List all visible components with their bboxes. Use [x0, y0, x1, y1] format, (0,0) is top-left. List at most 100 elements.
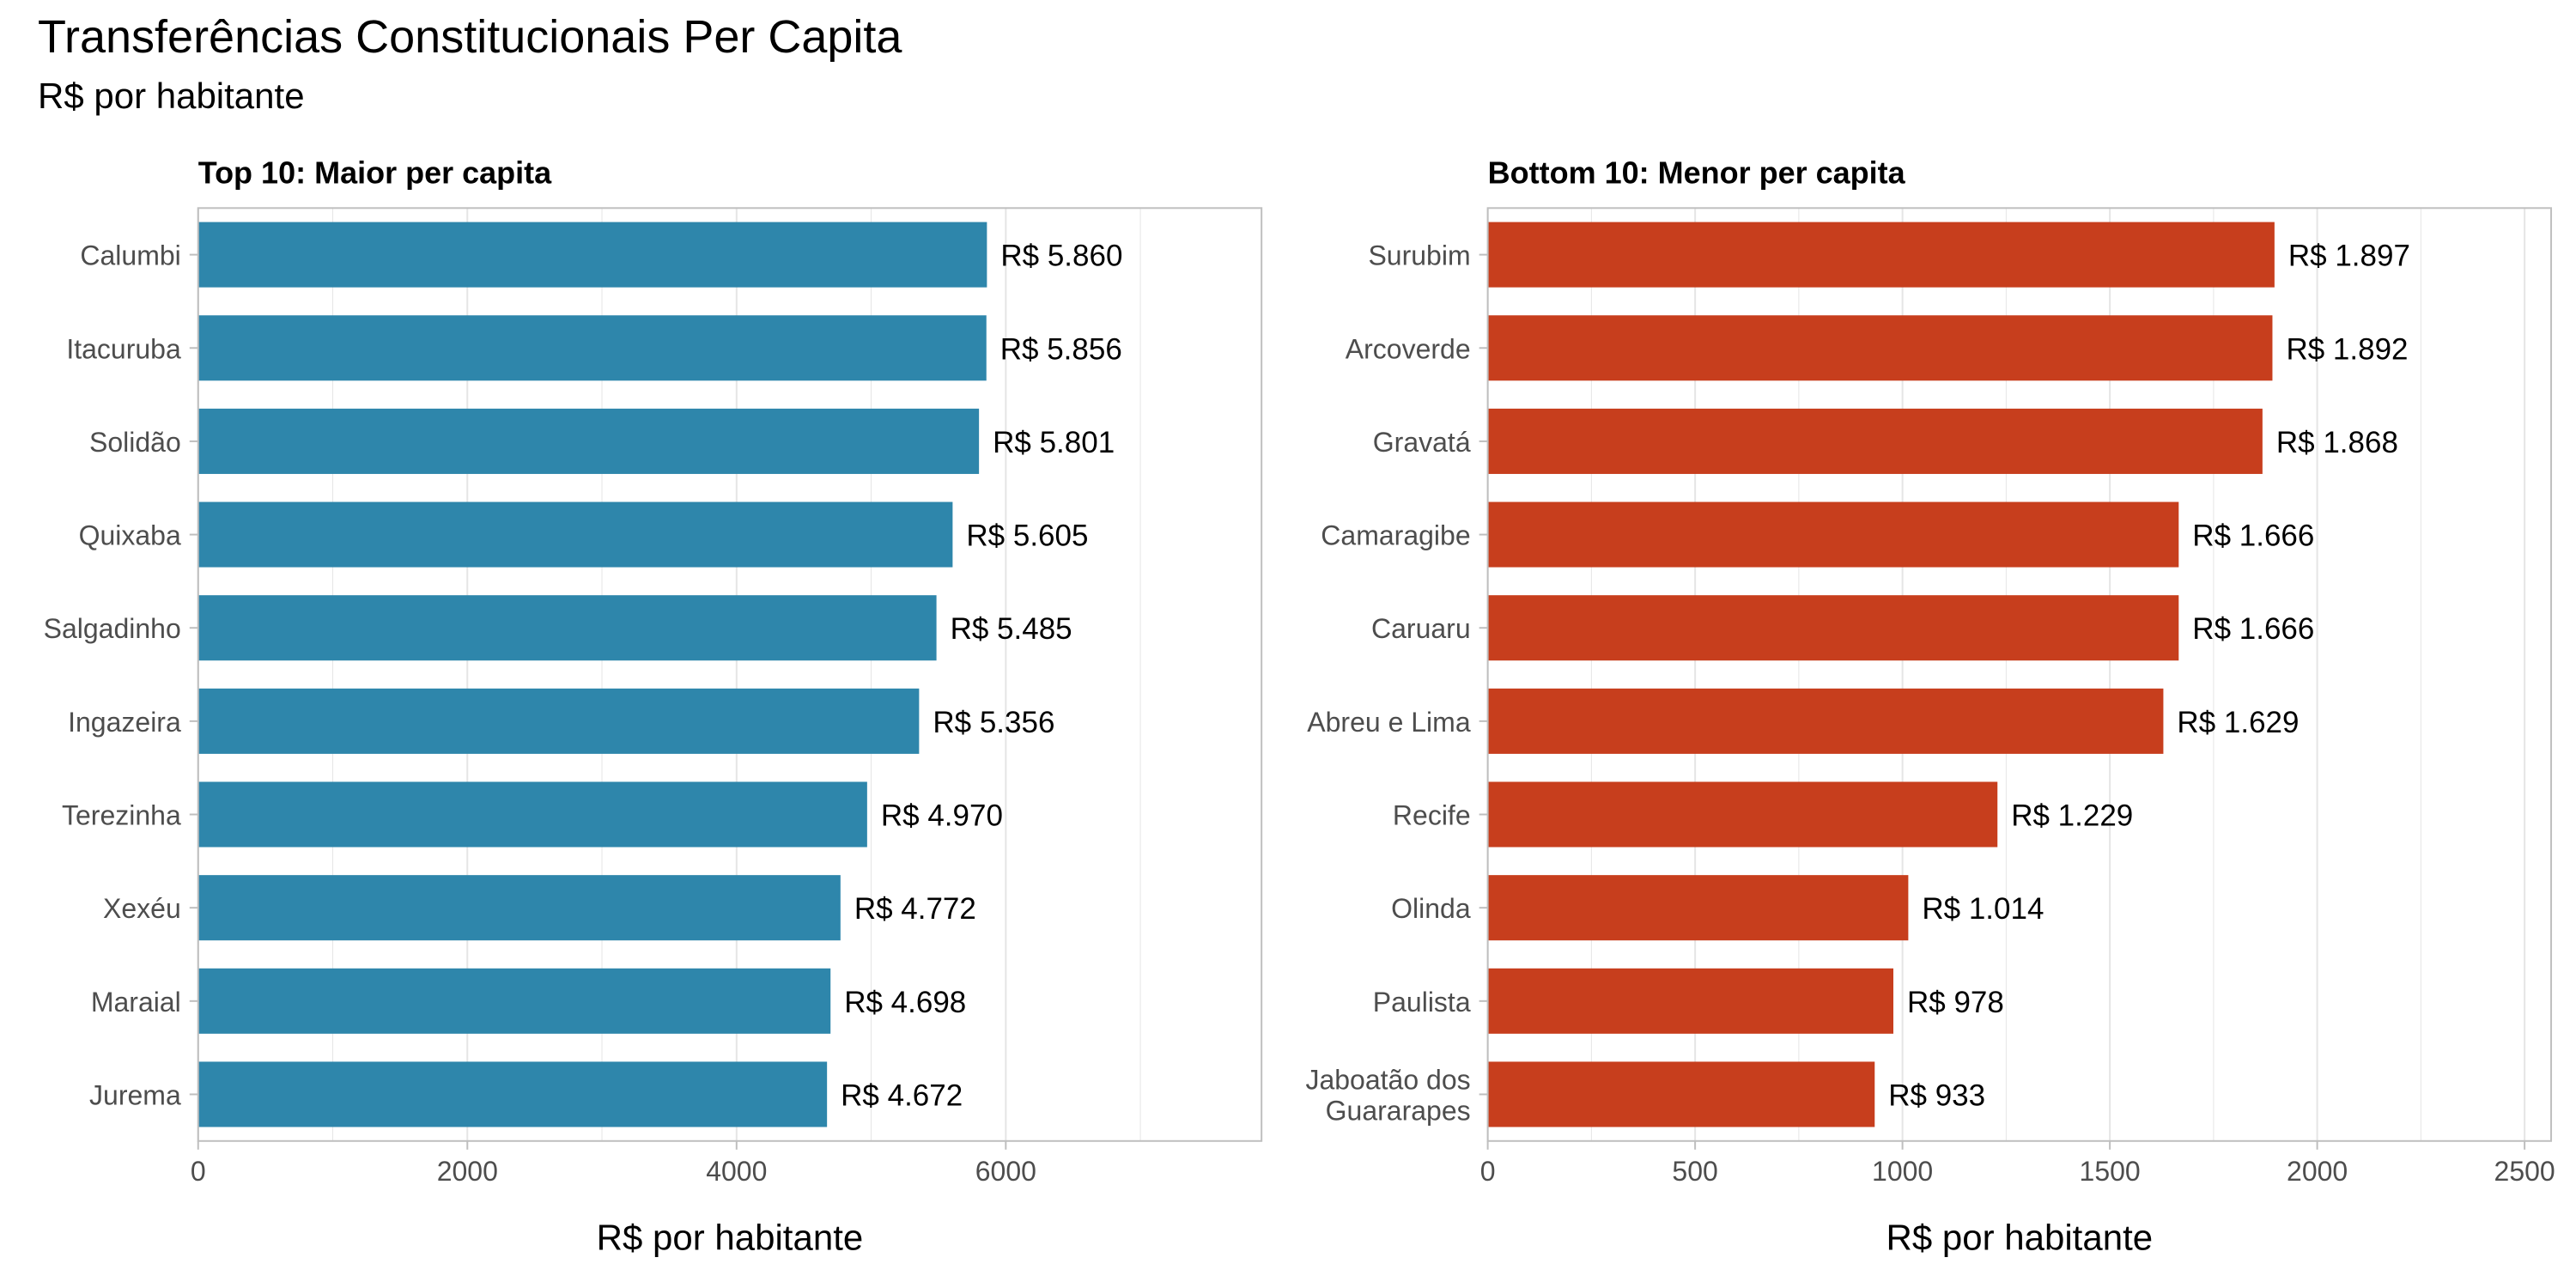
category-label: Jurema [89, 1079, 181, 1110]
bar-value-label: R$ 1.014 [1922, 892, 2044, 926]
category-label: Gravatá [1373, 427, 1471, 458]
x-tick-label: 2000 [2287, 1156, 2348, 1187]
x-tick-label: 500 [1672, 1156, 1717, 1187]
bar-value-label: R$ 978 [1907, 986, 2004, 1019]
bar [1487, 1061, 1875, 1127]
category-label: Olinda [1391, 893, 1471, 924]
category-label-line: Arcoverde [1346, 333, 1471, 364]
bar [1487, 595, 2179, 661]
category-label-line: Surubim [1368, 240, 1470, 271]
category-label: Maraial [91, 987, 181, 1018]
category-label-line: Abreu e Lima [1307, 707, 1471, 738]
x-axis-title: R$ por habitante [597, 1218, 864, 1258]
bar [197, 688, 920, 754]
bar-value-label: R$ 4.970 [881, 799, 1003, 833]
category-label-line: Guararapes [1326, 1095, 1471, 1126]
panel-top: Top 10: Maior per capita R$ 5.860 Calumbi R… [44, 155, 1263, 1258]
bar [1487, 968, 1893, 1034]
bar [1487, 688, 2164, 754]
x-tick-label: 1000 [1872, 1156, 1933, 1187]
bar [197, 875, 841, 941]
category-label-line: Camaragibe [1321, 520, 1470, 551]
category-label-line: Jaboatão dos [1305, 1064, 1470, 1095]
plot-frame [197, 207, 1263, 1142]
bar [1487, 315, 2273, 381]
bar-value-label: R$ 1.868 [2276, 426, 2398, 459]
category-label: Calumbi [80, 240, 180, 271]
bar-value-label: R$ 1.666 [2192, 612, 2314, 646]
x-tick-label: 4000 [706, 1156, 767, 1187]
x-tick-label: 6000 [975, 1156, 1036, 1187]
category-label: Arcoverde [1346, 333, 1471, 364]
bar [197, 595, 937, 661]
category-label-line: Paulista [1373, 987, 1471, 1018]
bar [197, 781, 867, 848]
bar-value-label: R$ 5.485 [951, 612, 1072, 646]
bar-value-label: R$ 1.892 [2286, 332, 2408, 366]
category-label: Ingazeira [68, 707, 181, 738]
category-label-line: Terezinha [62, 800, 181, 831]
bar-value-label: R$ 4.672 [841, 1078, 963, 1112]
bar [197, 968, 831, 1034]
bar [197, 501, 953, 568]
x-axis-title: R$ por habitante [1886, 1218, 2154, 1258]
category-label-line: Xexéu [103, 893, 181, 924]
category-label-line: Calumbi [80, 240, 180, 271]
category-label: Jaboatão dos Guararapes [1305, 1064, 1470, 1126]
x-tick-label: 2000 [437, 1156, 498, 1187]
category-label: Abreu e Lima [1307, 707, 1471, 738]
x-tick-label: 2500 [2494, 1156, 2555, 1187]
category-label: Caruaru [1371, 613, 1471, 644]
category-label: Itacuruba [66, 333, 181, 364]
bar [197, 315, 987, 381]
panel-bottom: Bottom 10: Menor per capita R$ 1.897 Surub… [1305, 155, 2555, 1257]
category-label-line: Maraial [91, 987, 181, 1018]
category-label-line: Quixaba [79, 520, 181, 551]
plot-frame [1486, 207, 2553, 1142]
bar-value-label: R$ 1.897 [2288, 240, 2410, 273]
category-label: Quixaba [79, 520, 181, 551]
category-label-line: Olinda [1391, 893, 1471, 924]
category-label-line: Itacuruba [66, 333, 181, 364]
bar-value-label: R$ 5.605 [966, 519, 1088, 553]
bar-value-label: R$ 4.698 [844, 986, 966, 1019]
category-label: Surubim [1368, 240, 1470, 271]
panel-title: Top 10: Maior per capita [198, 155, 552, 190]
category-label: Salgadinho [44, 613, 181, 644]
bar [197, 408, 980, 474]
bar-value-label: R$ 5.801 [993, 426, 1115, 459]
category-label-line: Recife [1393, 800, 1471, 831]
bar-value-label: R$ 933 [1888, 1078, 1985, 1112]
bar [197, 222, 987, 288]
bar-value-label: R$ 1.629 [2177, 706, 2299, 739]
category-label-line: Solidão [89, 427, 181, 458]
x-tick-label: 0 [191, 1156, 206, 1187]
bar-value-label: R$ 5.860 [1000, 240, 1122, 273]
bar [1487, 781, 1998, 848]
category-label-line: Salgadinho [44, 613, 181, 644]
bar [1487, 501, 2179, 568]
category-label-line: Caruaru [1371, 613, 1471, 644]
category-label-line: Ingazeira [68, 707, 181, 738]
bar [197, 1061, 828, 1127]
x-tick-label: 0 [1480, 1156, 1496, 1187]
bar-value-label: R$ 1.666 [2192, 519, 2314, 553]
bar [1487, 222, 2275, 288]
chart-title: Transferências Constitucionais Per Capit… [38, 11, 902, 63]
category-label-line: Jurema [89, 1079, 181, 1110]
bar [1487, 875, 1909, 941]
category-label: Recife [1393, 800, 1471, 831]
bar [1487, 408, 2263, 474]
category-label: Xexéu [103, 893, 181, 924]
category-label: Terezinha [62, 800, 181, 831]
bar-value-label: R$ 5.856 [1000, 332, 1122, 366]
bar-value-label: R$ 1.229 [2011, 799, 2133, 833]
category-label: Camaragibe [1321, 520, 1470, 551]
category-label: Paulista [1373, 987, 1471, 1018]
bar-value-label: R$ 5.356 [933, 706, 1054, 739]
x-tick-label: 1500 [2080, 1156, 2141, 1187]
panel-title: Bottom 10: Menor per capita [1488, 155, 1906, 190]
bar-value-label: R$ 4.772 [854, 892, 976, 926]
chart-subtitle: R$ por habitante [38, 76, 305, 116]
